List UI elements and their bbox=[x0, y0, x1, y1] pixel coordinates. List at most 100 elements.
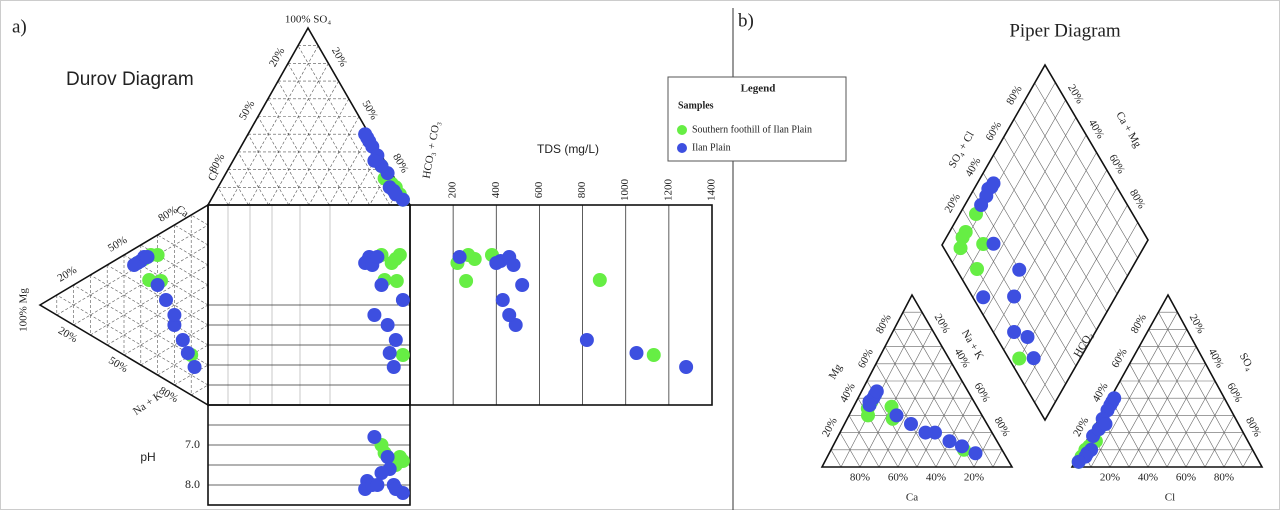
ph-point bbox=[374, 466, 389, 480]
piper-diamond-point bbox=[1026, 351, 1041, 366]
piper-cation-point bbox=[968, 446, 983, 461]
grid-line bbox=[1119, 380, 1168, 468]
grid-line bbox=[56, 294, 209, 386]
cation-point bbox=[159, 293, 173, 307]
x-tick-label: 1200 bbox=[662, 179, 674, 202]
axis-title: TDS (mg/L) bbox=[537, 142, 599, 156]
axis-label: Ca bbox=[174, 203, 191, 220]
anion-point bbox=[358, 127, 373, 142]
square-point bbox=[382, 346, 397, 360]
grid-line bbox=[1158, 312, 1244, 468]
edge-tick-label: 20% bbox=[942, 192, 962, 215]
piper-diamond-point bbox=[953, 241, 968, 256]
axis-label: 100% SO₄ bbox=[285, 14, 331, 26]
ph-point bbox=[370, 478, 385, 492]
edge-tick-label: 80% bbox=[1004, 84, 1024, 107]
cation-point bbox=[127, 258, 142, 272]
tds-point bbox=[506, 258, 521, 272]
tds-point bbox=[452, 250, 467, 264]
grid-line bbox=[1003, 136, 1108, 313]
edge-tick-label: 60% bbox=[1176, 472, 1196, 484]
grid-line bbox=[123, 304, 209, 356]
grid-line bbox=[90, 264, 209, 336]
plot-area: 200 400 600 800 1000 1200 1400 7.0 8.0 100% SO₄ Cl… bbox=[18, 14, 1263, 506]
grid-line bbox=[174, 364, 209, 386]
grid-line bbox=[993, 154, 1097, 331]
edge-tick-label: 20% bbox=[1065, 82, 1086, 105]
edge-tick-label: 40% bbox=[963, 156, 983, 179]
piper-cation-point bbox=[942, 434, 957, 449]
x-tick-label: 1400 bbox=[706, 179, 718, 202]
tds-point bbox=[502, 308, 517, 322]
grid-line bbox=[916, 380, 963, 468]
square-point bbox=[392, 248, 407, 262]
axis-label: Cl bbox=[206, 168, 222, 183]
edge-tick-label: 20% bbox=[932, 312, 953, 335]
piper-diamond-point bbox=[1007, 325, 1022, 339]
piper-cation-point bbox=[955, 439, 969, 454]
grid-line bbox=[1185, 398, 1225, 468]
x-tick-label: 800 bbox=[576, 181, 588, 198]
piper-diamond-point bbox=[1012, 351, 1027, 366]
piper-anion-point bbox=[1098, 417, 1113, 431]
grid-line bbox=[257, 116, 310, 206]
grid-line bbox=[1024, 100, 1128, 277]
edge-tick-label: 80% bbox=[1243, 415, 1263, 438]
cation-point bbox=[180, 346, 195, 360]
edge-tick-label: 60% bbox=[984, 120, 1004, 143]
ph-point bbox=[367, 430, 382, 444]
piper-cation-point bbox=[862, 398, 877, 413]
grid-line bbox=[268, 80, 339, 206]
grid-line bbox=[954, 415, 983, 468]
cation-point bbox=[150, 278, 165, 292]
edge-tick-label: 60% bbox=[1224, 381, 1244, 404]
axis-label: Mg bbox=[827, 362, 845, 382]
edge-tick-label: 60% bbox=[1109, 346, 1129, 369]
axis-label: Cl bbox=[1165, 492, 1175, 504]
ph-point bbox=[395, 486, 410, 500]
square-point bbox=[395, 348, 410, 362]
axis-label: HCO₃ bbox=[1072, 330, 1096, 360]
edge-tick-label: 40% bbox=[926, 472, 946, 484]
grid-line bbox=[107, 284, 209, 346]
piper-anion-point bbox=[1071, 454, 1086, 469]
grid-line bbox=[1024, 204, 1128, 386]
y-tick-label: 8.0 bbox=[185, 477, 200, 491]
axis-label: Ca bbox=[906, 492, 918, 504]
grid-line bbox=[1204, 415, 1235, 468]
grid-line bbox=[830, 449, 842, 468]
tds-point bbox=[679, 360, 694, 374]
grid-line bbox=[140, 324, 209, 366]
chart-title: Piper Diagram bbox=[1009, 20, 1121, 41]
edge-tick-label: 50% bbox=[106, 355, 129, 376]
edge-tick-label: 40% bbox=[1138, 472, 1158, 484]
grid-line bbox=[227, 45, 319, 206]
square-point bbox=[386, 360, 401, 374]
edge-tick-label: 60% bbox=[856, 347, 876, 370]
edge-tick-label: 80% bbox=[1129, 312, 1149, 335]
tds-point bbox=[592, 273, 607, 287]
edge-tick-label: 50% bbox=[360, 99, 380, 122]
piper-diamond-point bbox=[986, 176, 1001, 191]
grid-line bbox=[328, 134, 370, 206]
tds-point bbox=[515, 278, 530, 292]
chart-title: Durov Diagram bbox=[66, 69, 194, 90]
panel-label: a) bbox=[12, 16, 27, 37]
square-point bbox=[370, 250, 385, 264]
tds-point bbox=[508, 318, 523, 332]
grid-line bbox=[1034, 222, 1138, 403]
legend-label: Ilan Plain bbox=[692, 142, 731, 153]
tds-point bbox=[489, 256, 504, 270]
x-tick-label: 200 bbox=[447, 181, 459, 198]
edge-tick-label: 40% bbox=[838, 381, 858, 404]
grid-line bbox=[191, 214, 209, 226]
piper-diamond bbox=[941, 63, 1149, 422]
edge-tick-label: 20% bbox=[964, 472, 984, 484]
piper-diamond-point bbox=[1020, 330, 1035, 344]
grid-line bbox=[248, 63, 329, 206]
legend-box bbox=[667, 76, 847, 162]
edge-tick-label: 80% bbox=[874, 312, 894, 335]
grid-line bbox=[1003, 169, 1108, 351]
grid-line bbox=[1090, 312, 1178, 468]
grid-line bbox=[884, 346, 956, 468]
